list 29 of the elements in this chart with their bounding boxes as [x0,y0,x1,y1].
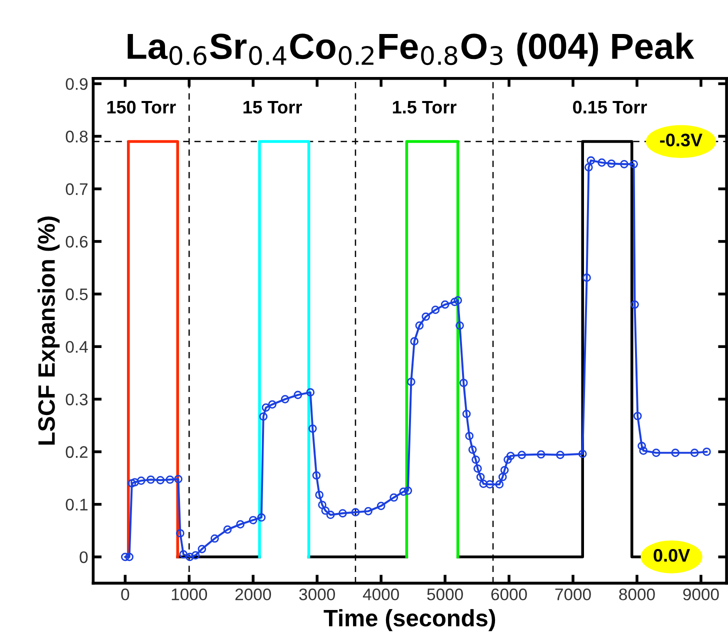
chart-title: La$_{0.6}$Sr$_{0.4}$Co$_{0.2}$Fe$_{0.8}$O$_{3}$ (004) Peak [128,32,694,66]
annotation: 150 Torr [107,100,176,114]
x-tick-label: 1000 [172,588,208,600]
annotation: 0.0V [654,548,690,562]
annotation: 0.15 Torr [573,100,647,114]
x-tick-label: 7000 [555,588,591,600]
x-tick-label: 9000 [683,588,719,600]
annotation: 15 Torr [244,100,302,114]
y-tick-label: 0.3 [66,394,88,406]
x-axis-title: Time (seconds) [324,609,496,632]
x-tick-label: 0 [121,588,130,600]
y-tick-label: 0.2 [66,446,88,458]
annotation: 1.5 Torr [392,100,456,114]
annotation: -0.3V [660,134,702,146]
y-tick-label: 0 [80,551,88,564]
y-tick-label: 0.1 [66,498,88,511]
x-tick-label: 5000 [427,588,463,600]
y-axis-title: LSCF Expansion (%) [38,216,60,445]
x-tick-label: 8000 [619,588,655,600]
y-tick-label: 0.7 [66,183,88,196]
y-tick-label: 0.8 [66,130,88,142]
x-tick-label: 2000 [235,588,272,600]
y-tick-label: 0.6 [66,236,88,248]
y-tick-label: 0.4 [66,341,88,353]
y-tick-label: 0.9 [66,78,88,90]
x-tick-label: 4000 [362,588,399,600]
x-tick-label: 6000 [491,588,527,600]
y-tick-label: 0.5 [66,288,88,300]
x-tick-label: 3000 [299,588,335,600]
